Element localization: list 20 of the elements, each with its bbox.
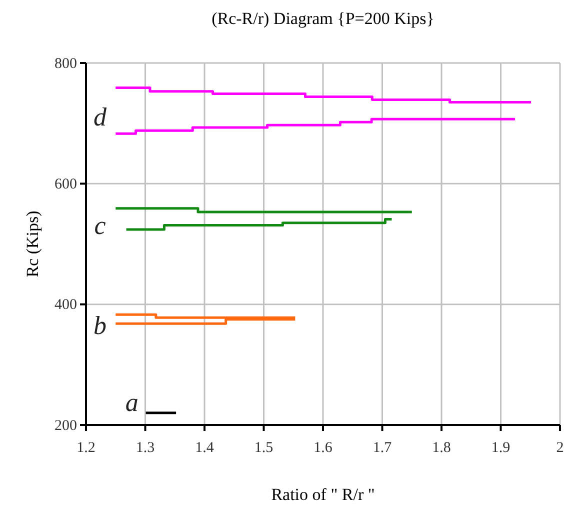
annotation: d [94, 102, 108, 132]
x-tick-label: 1.8 [432, 440, 451, 456]
x-tick-label: 1.2 [76, 440, 96, 456]
x-tick-label: 2 [556, 440, 564, 456]
x-tick-label: 1.9 [491, 440, 510, 456]
y-tick-label: 600 [54, 176, 77, 192]
chart-title: (Rc-R/r) Diagram {P=200 Kips} [212, 9, 434, 28]
x-tick-label: 1.7 [372, 440, 392, 456]
x-tick-label: 1.4 [195, 440, 214, 456]
y-tick-label: 400 [54, 297, 77, 314]
x-tick-label: 1.6 [314, 440, 333, 456]
x-tick-label: 1.3 [136, 440, 155, 456]
annotation: c [94, 210, 106, 240]
annotation: b [94, 311, 106, 340]
y-tick-label: 200 [54, 418, 77, 434]
y-axis-title: Rc (Kips) [23, 210, 42, 278]
annotation: a [125, 388, 138, 417]
y-tick-label: 800 [54, 56, 77, 72]
x-axis-title: Ratio of " R/r " [271, 485, 375, 504]
x-tick-label: 1.5 [254, 440, 274, 456]
